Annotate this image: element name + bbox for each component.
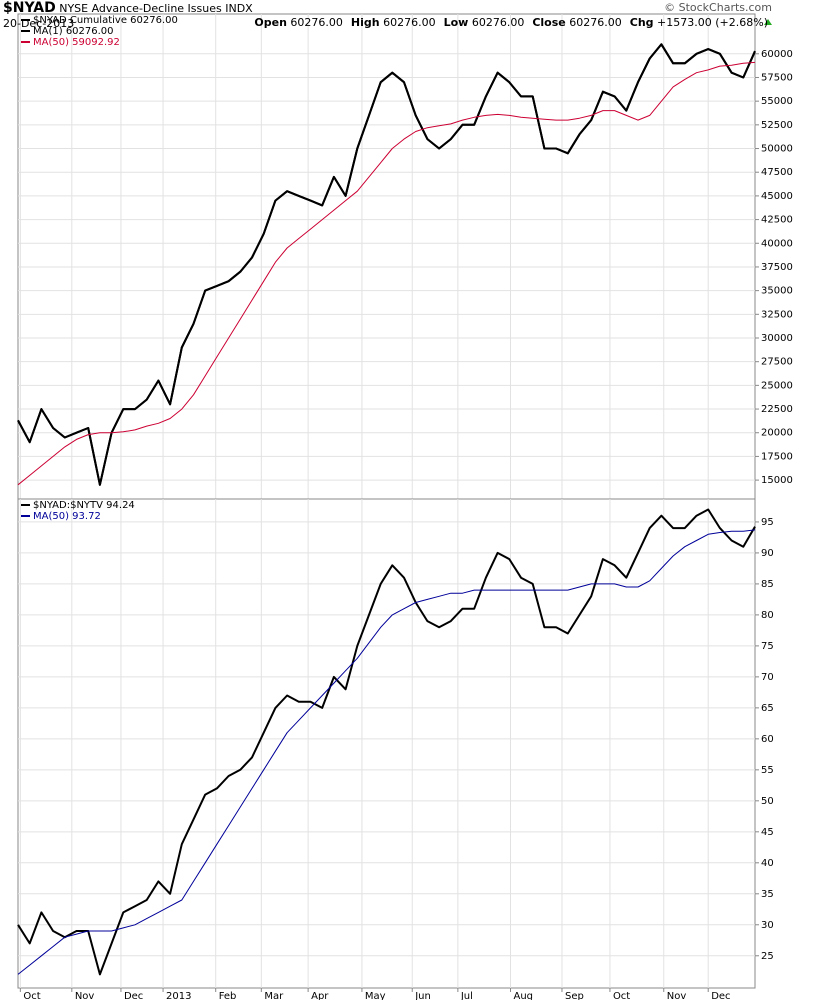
y-tick-label: 35 [761,889,774,900]
x-tick-label: Nov [667,991,687,1000]
x-tick-label: Oct [613,991,630,1000]
y-tick-label: 42500 [761,215,793,226]
stat-label: Chg [629,16,654,29]
y-tick-label: 22500 [761,404,793,415]
y-tick-label: 85 [761,579,774,590]
legend-label: $NYAD:$NYTV 94.24 [33,500,135,511]
x-tick-label: Jul [460,991,473,1000]
x-tick-label: Oct [23,991,40,1000]
series-line [17,508,756,976]
x-tick-label: Feb [219,991,237,1000]
y-tick-label: 20000 [761,428,793,439]
stat-label: Low [443,16,469,29]
stat-label: Close [532,16,566,29]
y-tick-label: 30000 [761,333,793,344]
y-tick-label: 60 [761,734,774,745]
stat-value: 60276.00 [569,16,622,29]
legend-label: MA(50) 59092.92 [33,37,120,48]
y-tick-label: 45 [761,827,774,838]
y-tick-label: 75 [761,641,774,652]
x-tick-label: Nov [75,991,95,1000]
symbol: $NYAD [3,0,56,16]
stat: Open 60276.00 [246,16,343,29]
stats: Open 60276.00 High 60276.00 Low 60276.00 Cl… [246,16,768,29]
y-tick-label: 27500 [761,357,793,368]
y-tick-label: 57500 [761,72,793,83]
y-tick-label: 60000 [761,49,793,60]
x-tick-label: Dec [124,991,143,1000]
y-tick-label: 17500 [761,451,793,462]
credit: © StockCharts.com [664,1,772,14]
y-tick-label: 37500 [761,262,793,273]
y-tick-label: 90 [761,548,774,559]
y-tick-label: 40000 [761,238,793,249]
series-line [17,529,756,975]
y-tick-label: 55 [761,765,774,776]
y-tick-label: 80 [761,610,774,621]
x-tick-label: 2013 [166,991,191,1000]
y-tick-label: 25 [761,951,774,962]
y-tick-label: 65 [761,703,774,714]
stat-value: +1573.00 (+2.68%) [657,16,768,29]
x-tick-label: Aug [514,991,534,1000]
stat: High 60276.00 [343,16,436,29]
stat-label: Open [254,16,287,29]
name: NYSE Advance-Decline Issues [59,2,222,15]
stat-value: 60276.00 [383,16,436,29]
stat: Chg +1573.00 (+2.68%) [622,16,768,29]
y-tick-label: 52500 [761,120,793,131]
plot-area [17,13,756,501]
series-line [17,43,756,486]
y-tick-label: 50000 [761,144,793,155]
y-tick-label: 95 [761,517,774,528]
stat-value: 60276.00 [290,16,343,29]
stat: Close 60276.00 [524,16,621,29]
stat: Low 60276.00 [436,16,525,29]
y-tick-label: 70 [761,672,774,683]
y-tick-label: 30 [761,920,774,931]
x-tick-label: May [365,991,386,1000]
y-tick-label: 50 [761,796,774,807]
y-tick-label: 47500 [761,167,793,178]
x-tick-label: Dec [711,991,730,1000]
stat-value: 60276.00 [471,16,525,29]
legend-label: MA(1) 60276.00 [33,26,114,37]
legend-label: MA(50) 93.72 [33,511,101,522]
x-tick-label: Mar [264,991,284,1000]
series-line [17,61,756,486]
stat-label: High [350,16,380,29]
y-tick-label: 15000 [761,475,793,486]
x-tick-label: Jun [414,991,431,1000]
y-tick-label: 35000 [761,286,793,297]
y-tick-label: 25000 [761,380,793,391]
up-arrow [764,19,772,25]
legend-label: $NYAD Cumulative 60276.00 [33,15,178,26]
exchange: INDX [225,2,253,15]
x-tick-label: Apr [311,991,329,1000]
y-tick-label: 55000 [761,96,793,107]
title-row: $NYAD NYSE Advance-Decline Issues INDX [3,0,253,16]
x-tick-label: Sep [565,991,584,1000]
y-tick-label: 40 [761,858,774,869]
plot-area [17,498,756,989]
date: 20-Dec-2013 [3,17,75,30]
y-tick-label: 32500 [761,309,793,320]
y-tick-label: 45000 [761,191,793,202]
